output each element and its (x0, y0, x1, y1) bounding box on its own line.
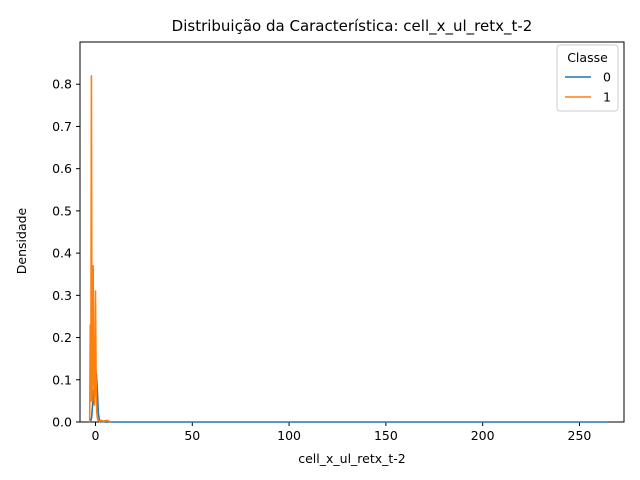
y-tick-label: 0.4 (52, 246, 72, 261)
y-tick-label: 0.6 (52, 161, 72, 176)
x-tick-label: 50 (184, 428, 200, 443)
y-axis: 0.0 0.1 0.2 0.3 0.4 0.5 0.6 0.7 0.8 (52, 77, 80, 430)
legend-box (556, 44, 619, 112)
x-tick-label: 150 (374, 428, 398, 443)
series-line-1 (88, 74, 112, 423)
series-line-0 (89, 366, 609, 423)
y-tick-label: 0.5 (52, 203, 72, 218)
x-tick-label: 250 (568, 428, 592, 443)
legend: Classe 0 1 (556, 44, 619, 112)
y-tick-label: 0.2 (52, 330, 72, 345)
x-axis-label: cell_x_ul_retx_t-2 (298, 451, 406, 466)
legend-entry-0: 0 (603, 70, 611, 85)
plot-area (79, 41, 625, 423)
chart-title: Distribuição da Característica: cell_x_u… (172, 17, 533, 36)
y-tick-label: 0.1 (52, 372, 72, 387)
y-tick-label: 0.3 (52, 288, 72, 303)
y-tick-label: 0.8 (52, 77, 72, 92)
y-tick-label: 0.0 (52, 415, 72, 430)
plot-frame (79, 41, 625, 423)
x-tick-label: 100 (277, 428, 301, 443)
x-tick-label: 200 (471, 428, 495, 443)
legend-entry-1: 1 (603, 90, 611, 105)
legend-title: Classe (567, 50, 608, 65)
series-layer (88, 74, 609, 423)
y-axis-label: Densidade (14, 207, 29, 274)
y-tick-label: 0.7 (52, 119, 72, 134)
x-tick-label: 0 (92, 428, 100, 443)
x-axis: 0 50 100 150 200 250 (92, 422, 592, 443)
